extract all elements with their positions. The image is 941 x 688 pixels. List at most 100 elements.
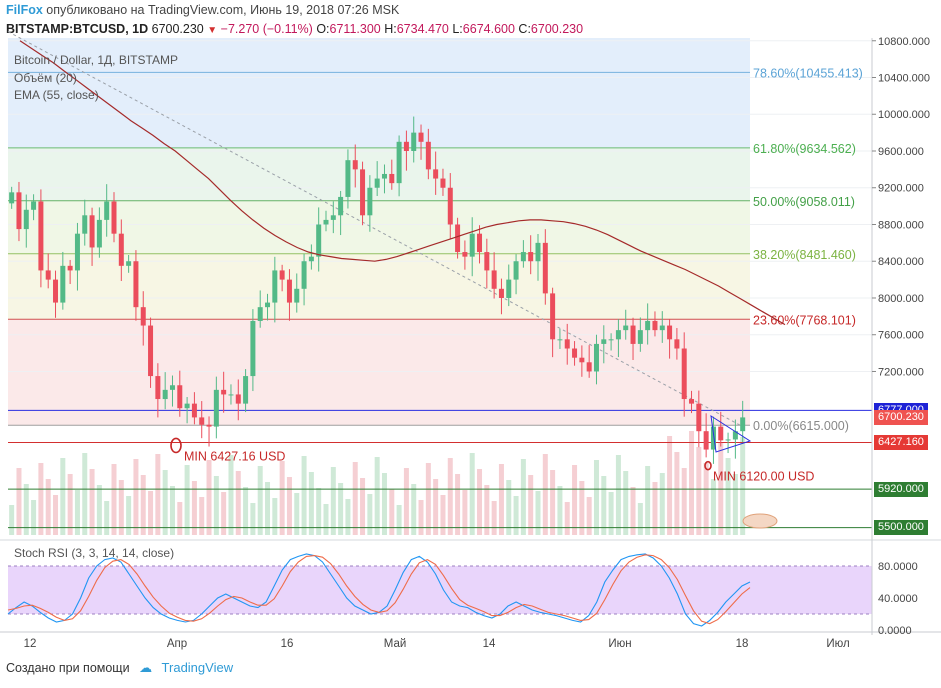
low-value: 6674.600 (462, 22, 515, 36)
volume-bar (681, 468, 687, 535)
candle-body (615, 330, 621, 340)
candle-body (601, 339, 607, 344)
candle-body (45, 270, 51, 280)
candle-body (403, 141, 409, 151)
volume-bar (593, 460, 599, 535)
candle-body (286, 279, 292, 303)
volume-bar (601, 476, 607, 535)
candle-body (586, 362, 592, 372)
volume-bar (645, 466, 651, 535)
candle-body (118, 233, 124, 266)
volume-bar (725, 458, 731, 535)
candle-body (352, 160, 358, 170)
high-label: H: (384, 22, 397, 36)
tradingview-logo-icon[interactable]: ☁ (139, 660, 153, 675)
author-name[interactable]: FilFox (6, 3, 43, 17)
time-tick-label: 12 (24, 638, 37, 650)
time-tick-label: Июл (826, 638, 849, 650)
volume-bar (294, 493, 300, 535)
stoch-legend: Stoch RSI (3, 3, 14, 14, close) (14, 546, 175, 560)
candle-body (725, 439, 731, 441)
volume-bar (674, 452, 680, 535)
volume-bar (345, 499, 351, 535)
candle-body (703, 431, 709, 450)
ema-legend: EMA (55, close) (14, 88, 99, 102)
candle-body (148, 325, 154, 377)
fib-zone (8, 200, 750, 254)
volume-bar (279, 461, 285, 535)
volume-bar (615, 455, 621, 535)
volume-bar (89, 469, 95, 535)
volume-bar (177, 502, 183, 535)
publish-header: FilFox опубликовано на TradingView.com, … (6, 3, 399, 17)
candle-body (593, 343, 599, 372)
volume-bar (162, 470, 168, 535)
volume-bar (550, 470, 556, 535)
volume-bar (301, 456, 307, 535)
candle-body (572, 348, 578, 358)
candle-body (425, 141, 431, 170)
candle-body (279, 270, 285, 280)
candle-body (506, 279, 512, 298)
candle-body (520, 252, 526, 262)
volume-bar (38, 463, 44, 535)
volume-bar (133, 459, 139, 535)
volume-bar (718, 442, 724, 535)
candle-body (126, 261, 132, 266)
candle-body (689, 399, 695, 404)
price-tick-label: 9200.000 (878, 183, 924, 195)
candle-body (652, 320, 658, 331)
min-annotation: MIN 6120.00 USD (713, 470, 814, 484)
candle-body (557, 339, 563, 341)
volume-bar (45, 479, 51, 535)
price-tick-label: 10800.000 (878, 36, 930, 48)
fib-label: 61.80%(9634.562) (753, 142, 856, 156)
volume-bar (374, 457, 380, 535)
volume-bar (126, 496, 132, 535)
high-value: 6734.470 (396, 22, 449, 36)
volume-bar (484, 485, 490, 535)
candle-body (469, 233, 475, 257)
footer-brand[interactable]: TradingView (161, 660, 234, 675)
candle-body (433, 169, 439, 179)
candle-body (535, 242, 541, 262)
volume-bar (228, 455, 234, 535)
volume-bar (323, 504, 329, 535)
candle-body (718, 426, 724, 441)
volume-bar (82, 453, 88, 535)
candle-body (60, 265, 66, 303)
price-tick-label: 8800.000 (878, 219, 924, 231)
volume-bar (696, 447, 702, 535)
candle-body (564, 339, 570, 349)
candle-body (104, 201, 110, 220)
volume-bar (243, 487, 249, 535)
volume-bar (155, 454, 161, 535)
candle-body (294, 288, 300, 303)
stoch-tick-label: 40.0000 (878, 593, 918, 605)
volume-bar (513, 496, 519, 535)
fib-zone (8, 147, 750, 201)
volume-bar (528, 475, 534, 535)
candle-body (74, 233, 80, 271)
candle-body (491, 270, 497, 289)
volume-bar (520, 459, 526, 535)
fib-zone (8, 253, 750, 320)
volume-bar (557, 486, 563, 535)
price-tick-label: 10000.000 (878, 109, 930, 121)
candle-body (308, 256, 314, 262)
footer-created: Создано при помощи (6, 661, 130, 675)
candle-body (67, 265, 73, 271)
fib-label: 0.00%(6615.000) (753, 419, 849, 433)
volume-bar (689, 431, 695, 535)
candle-body (381, 173, 387, 179)
volume-bar (213, 476, 219, 535)
candle-body (608, 339, 614, 341)
candle-body (96, 219, 102, 248)
candle-body (235, 394, 241, 404)
candle-body (696, 403, 702, 432)
price-tick-label: 8400.000 (878, 256, 924, 268)
candle-body (447, 187, 453, 225)
candle-body (477, 233, 483, 253)
stoch-tick-label: 80.0000 (878, 561, 918, 573)
